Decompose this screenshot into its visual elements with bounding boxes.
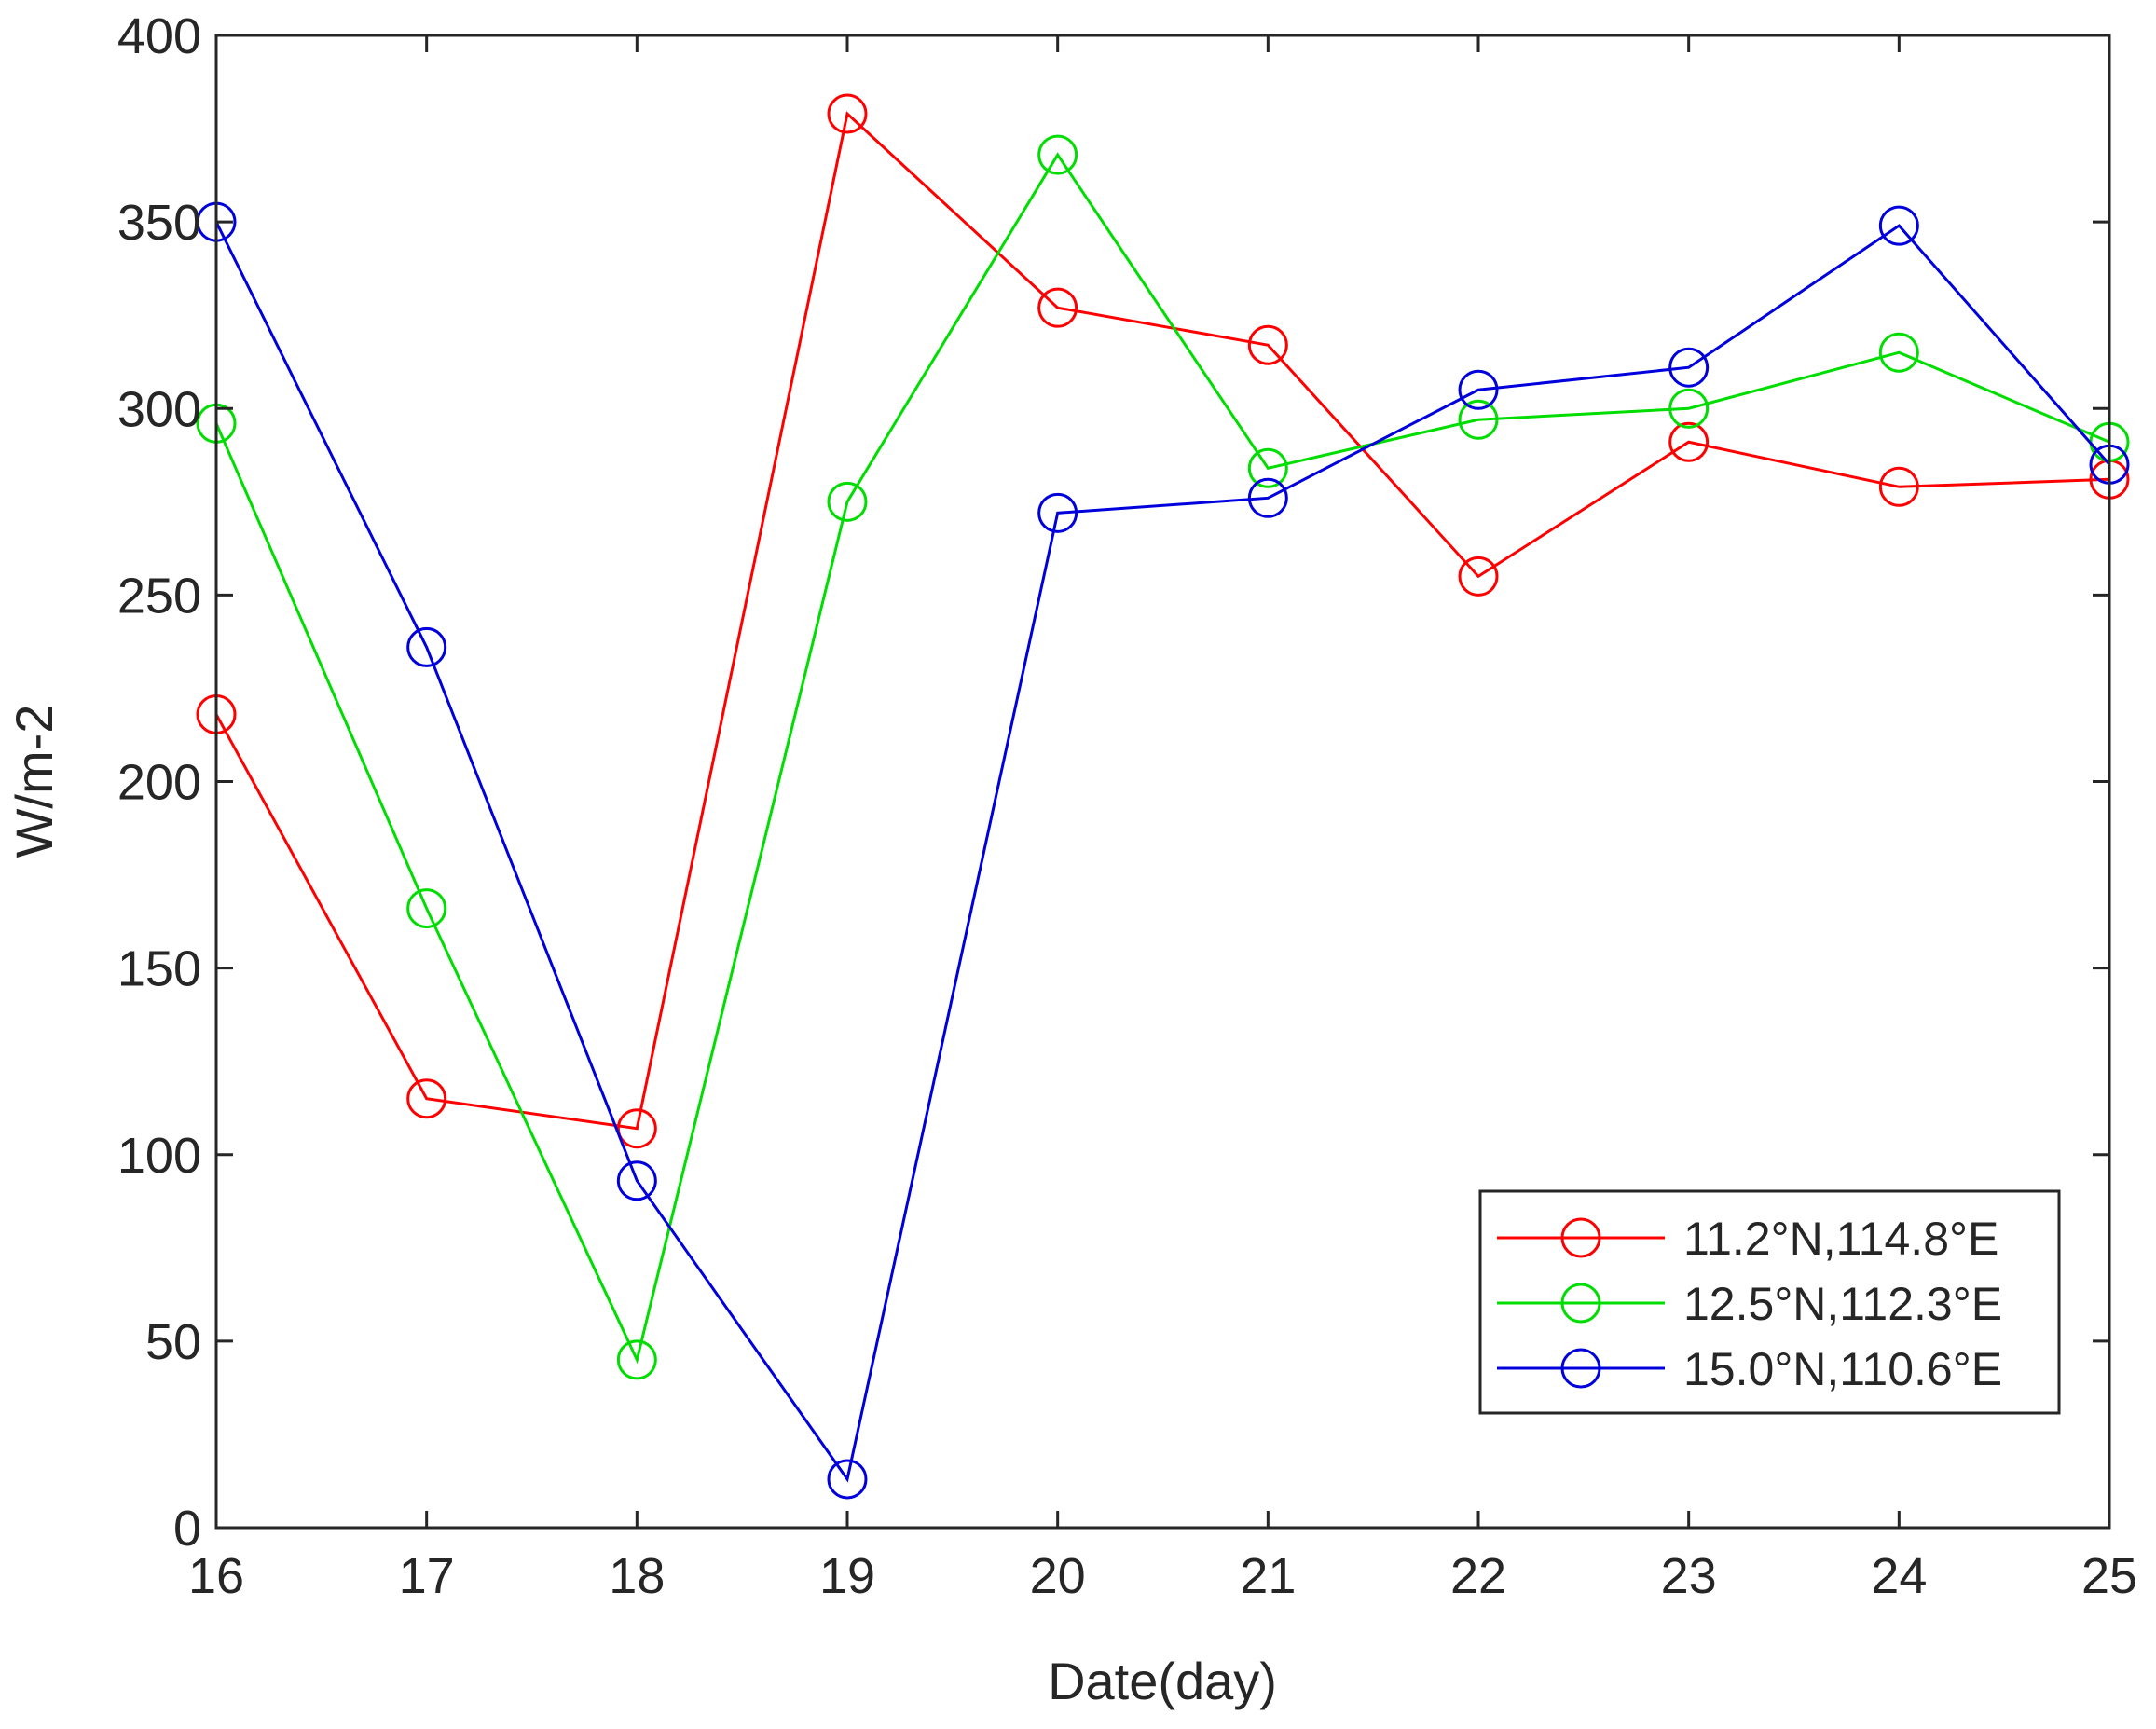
data-point-3	[1878, 205, 1919, 246]
x-tick-label: 24	[1871, 1548, 1927, 1604]
y-tick-label: 300	[117, 381, 201, 437]
series-layer	[196, 93, 2130, 1500]
legend-marker-3	[1560, 1348, 1601, 1389]
data-point-3	[616, 1160, 657, 1201]
y-tick-label: 350	[117, 195, 201, 251]
data-point-3	[1668, 347, 1710, 388]
data-point-1	[1247, 324, 1288, 365]
data-point-2	[406, 888, 447, 929]
data-point-2	[827, 481, 868, 522]
data-point-3	[1037, 492, 1078, 533]
x-tick-label: 22	[1450, 1548, 1506, 1604]
data-point-3	[1458, 369, 1499, 410]
x-tick-label: 21	[1240, 1548, 1296, 1604]
data-point-3	[1247, 477, 1288, 518]
data-point-1	[1878, 466, 1919, 507]
data-point-3	[406, 626, 447, 667]
x-tick-label: 17	[399, 1548, 455, 1604]
y-tick-label: 50	[145, 1314, 201, 1370]
x-tick-label: 16	[188, 1548, 244, 1604]
data-point-2	[1878, 332, 1919, 373]
legend-marker-2	[1560, 1283, 1601, 1324]
data-point-2	[616, 1339, 657, 1380]
y-tick-label: 400	[117, 8, 201, 64]
data-point-1	[827, 93, 868, 134]
data-point-1	[616, 1108, 657, 1149]
y-tick-label: 250	[117, 568, 201, 624]
x-tick-label: 18	[609, 1548, 665, 1604]
y-tick-label: 200	[117, 755, 201, 811]
y-tick-label: 100	[117, 1128, 201, 1184]
legend-label-3: 15.0°N,110.6°E	[1683, 1343, 2002, 1395]
data-point-3	[827, 1459, 868, 1500]
legend: 11.2°N,114.8°E 12.5°N,112.3°E 15.0°N,110.6…	[1478, 1189, 2061, 1415]
x-axis-label: Date(day)	[1048, 1652, 1277, 1710]
series-line-3	[214, 221, 2111, 1483]
y-tick-label: 0	[173, 1501, 201, 1557]
legend-marker-1	[1560, 1217, 1601, 1258]
x-tick-label: 25	[2081, 1548, 2137, 1604]
x-tick-label: 19	[819, 1548, 875, 1604]
y-tick-label: 150	[117, 941, 201, 997]
data-point-1	[1458, 556, 1499, 597]
data-point-2	[1247, 447, 1288, 488]
data-point-2	[1668, 388, 1710, 429]
legend-label-1: 11.2°N,114.8°E	[1683, 1213, 1998, 1265]
y-axis-label: W/m-2	[5, 705, 63, 858]
x-tick-label: 20	[1030, 1548, 1086, 1604]
series-line-2	[214, 152, 2110, 1365]
data-point-1	[1668, 421, 1710, 462]
data-point-1	[1037, 287, 1078, 328]
data-point-1	[406, 1078, 447, 1119]
series-line-1	[214, 111, 2110, 1131]
data-point-2	[1458, 399, 1499, 440]
ticks-layer: 16 17 18 19 20 21 22 23 24 2505010015020025030035…	[117, 8, 2137, 1604]
legend-label-2: 12.5°N,112.3°E	[1683, 1278, 2002, 1330]
x-tick-label: 23	[1661, 1548, 1717, 1604]
data-point-2	[1037, 134, 1078, 175]
